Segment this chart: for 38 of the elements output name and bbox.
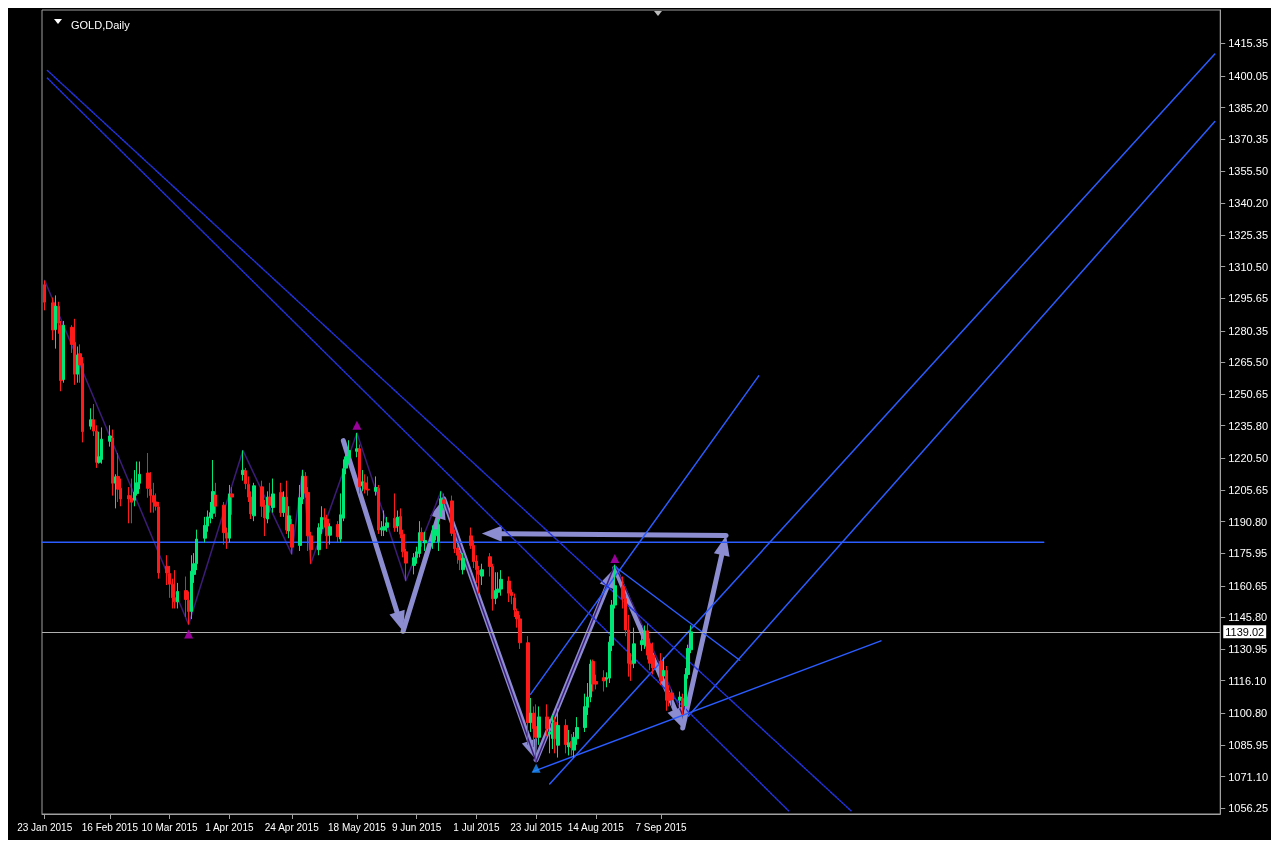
x-tick-label: 16 Feb 2015 — [81, 821, 139, 833]
x-tick-label: 23 Jan 2015 — [17, 821, 73, 833]
x-tick-label: 24 Apr 2015 — [264, 821, 320, 833]
y-tick-label: 1056.25 — [1228, 802, 1268, 815]
y-tick-label: 1100.80 — [1228, 707, 1268, 720]
y-tick-label: 1160.65 — [1228, 579, 1268, 592]
x-tick-label: 1 Apr 2015 — [205, 821, 254, 833]
y-tick-label: 1400.05 — [1228, 69, 1268, 82]
x-tick-label: 23 Jul 2015 — [510, 821, 563, 833]
y-tick-label: 1340.20 — [1228, 197, 1268, 210]
x-tick-label: 1 Jul 2015 — [453, 821, 500, 833]
y-tick-label: 1295.65 — [1228, 292, 1268, 305]
x-tick-label: 9 Jun 2015 — [391, 821, 442, 833]
x-tick-label: 10 Mar 2015 — [141, 821, 199, 833]
y-tick-label: 1071.10 — [1228, 770, 1268, 783]
y-tick-label: 1130.95 — [1228, 643, 1268, 656]
y-tick-label: 1370.35 — [1228, 133, 1268, 146]
y-tick-label: 1325.35 — [1228, 229, 1268, 242]
y-tick-label: 1250.65 — [1228, 388, 1268, 401]
y-tick-label: 1280.35 — [1228, 324, 1268, 337]
y-tick-label: 1220.50 — [1228, 452, 1268, 465]
x-tick-label: 7 Sep 2015 — [635, 821, 687, 833]
y-tick-label: 1205.65 — [1228, 483, 1268, 496]
y-tick-label: 1116.10 — [1228, 674, 1267, 687]
x-tick-label: 18 May 2015 — [328, 821, 387, 833]
y-tick-label: 1235.80 — [1228, 419, 1268, 432]
y-tick-label: 1355.50 — [1228, 164, 1268, 177]
text: GOLD,Daily — [71, 18, 131, 31]
y-tick-label: 1085.95 — [1228, 738, 1268, 751]
y-tick-label: 1265.50 — [1228, 356, 1268, 369]
y-tick-label: 1385.20 — [1228, 101, 1268, 114]
y-tick-label: 1145.80 — [1228, 611, 1268, 624]
x-tick-label: 14 Aug 2015 — [567, 821, 625, 833]
ref-line-label: 1139.02 — [1225, 625, 1265, 638]
y-tick-label: 1310.50 — [1228, 260, 1268, 273]
y-tick-label: 1175.95 — [1228, 547, 1268, 560]
y-tick-label: 1190.80 — [1228, 515, 1268, 528]
y-tick-label: 1415.35 — [1228, 37, 1268, 50]
